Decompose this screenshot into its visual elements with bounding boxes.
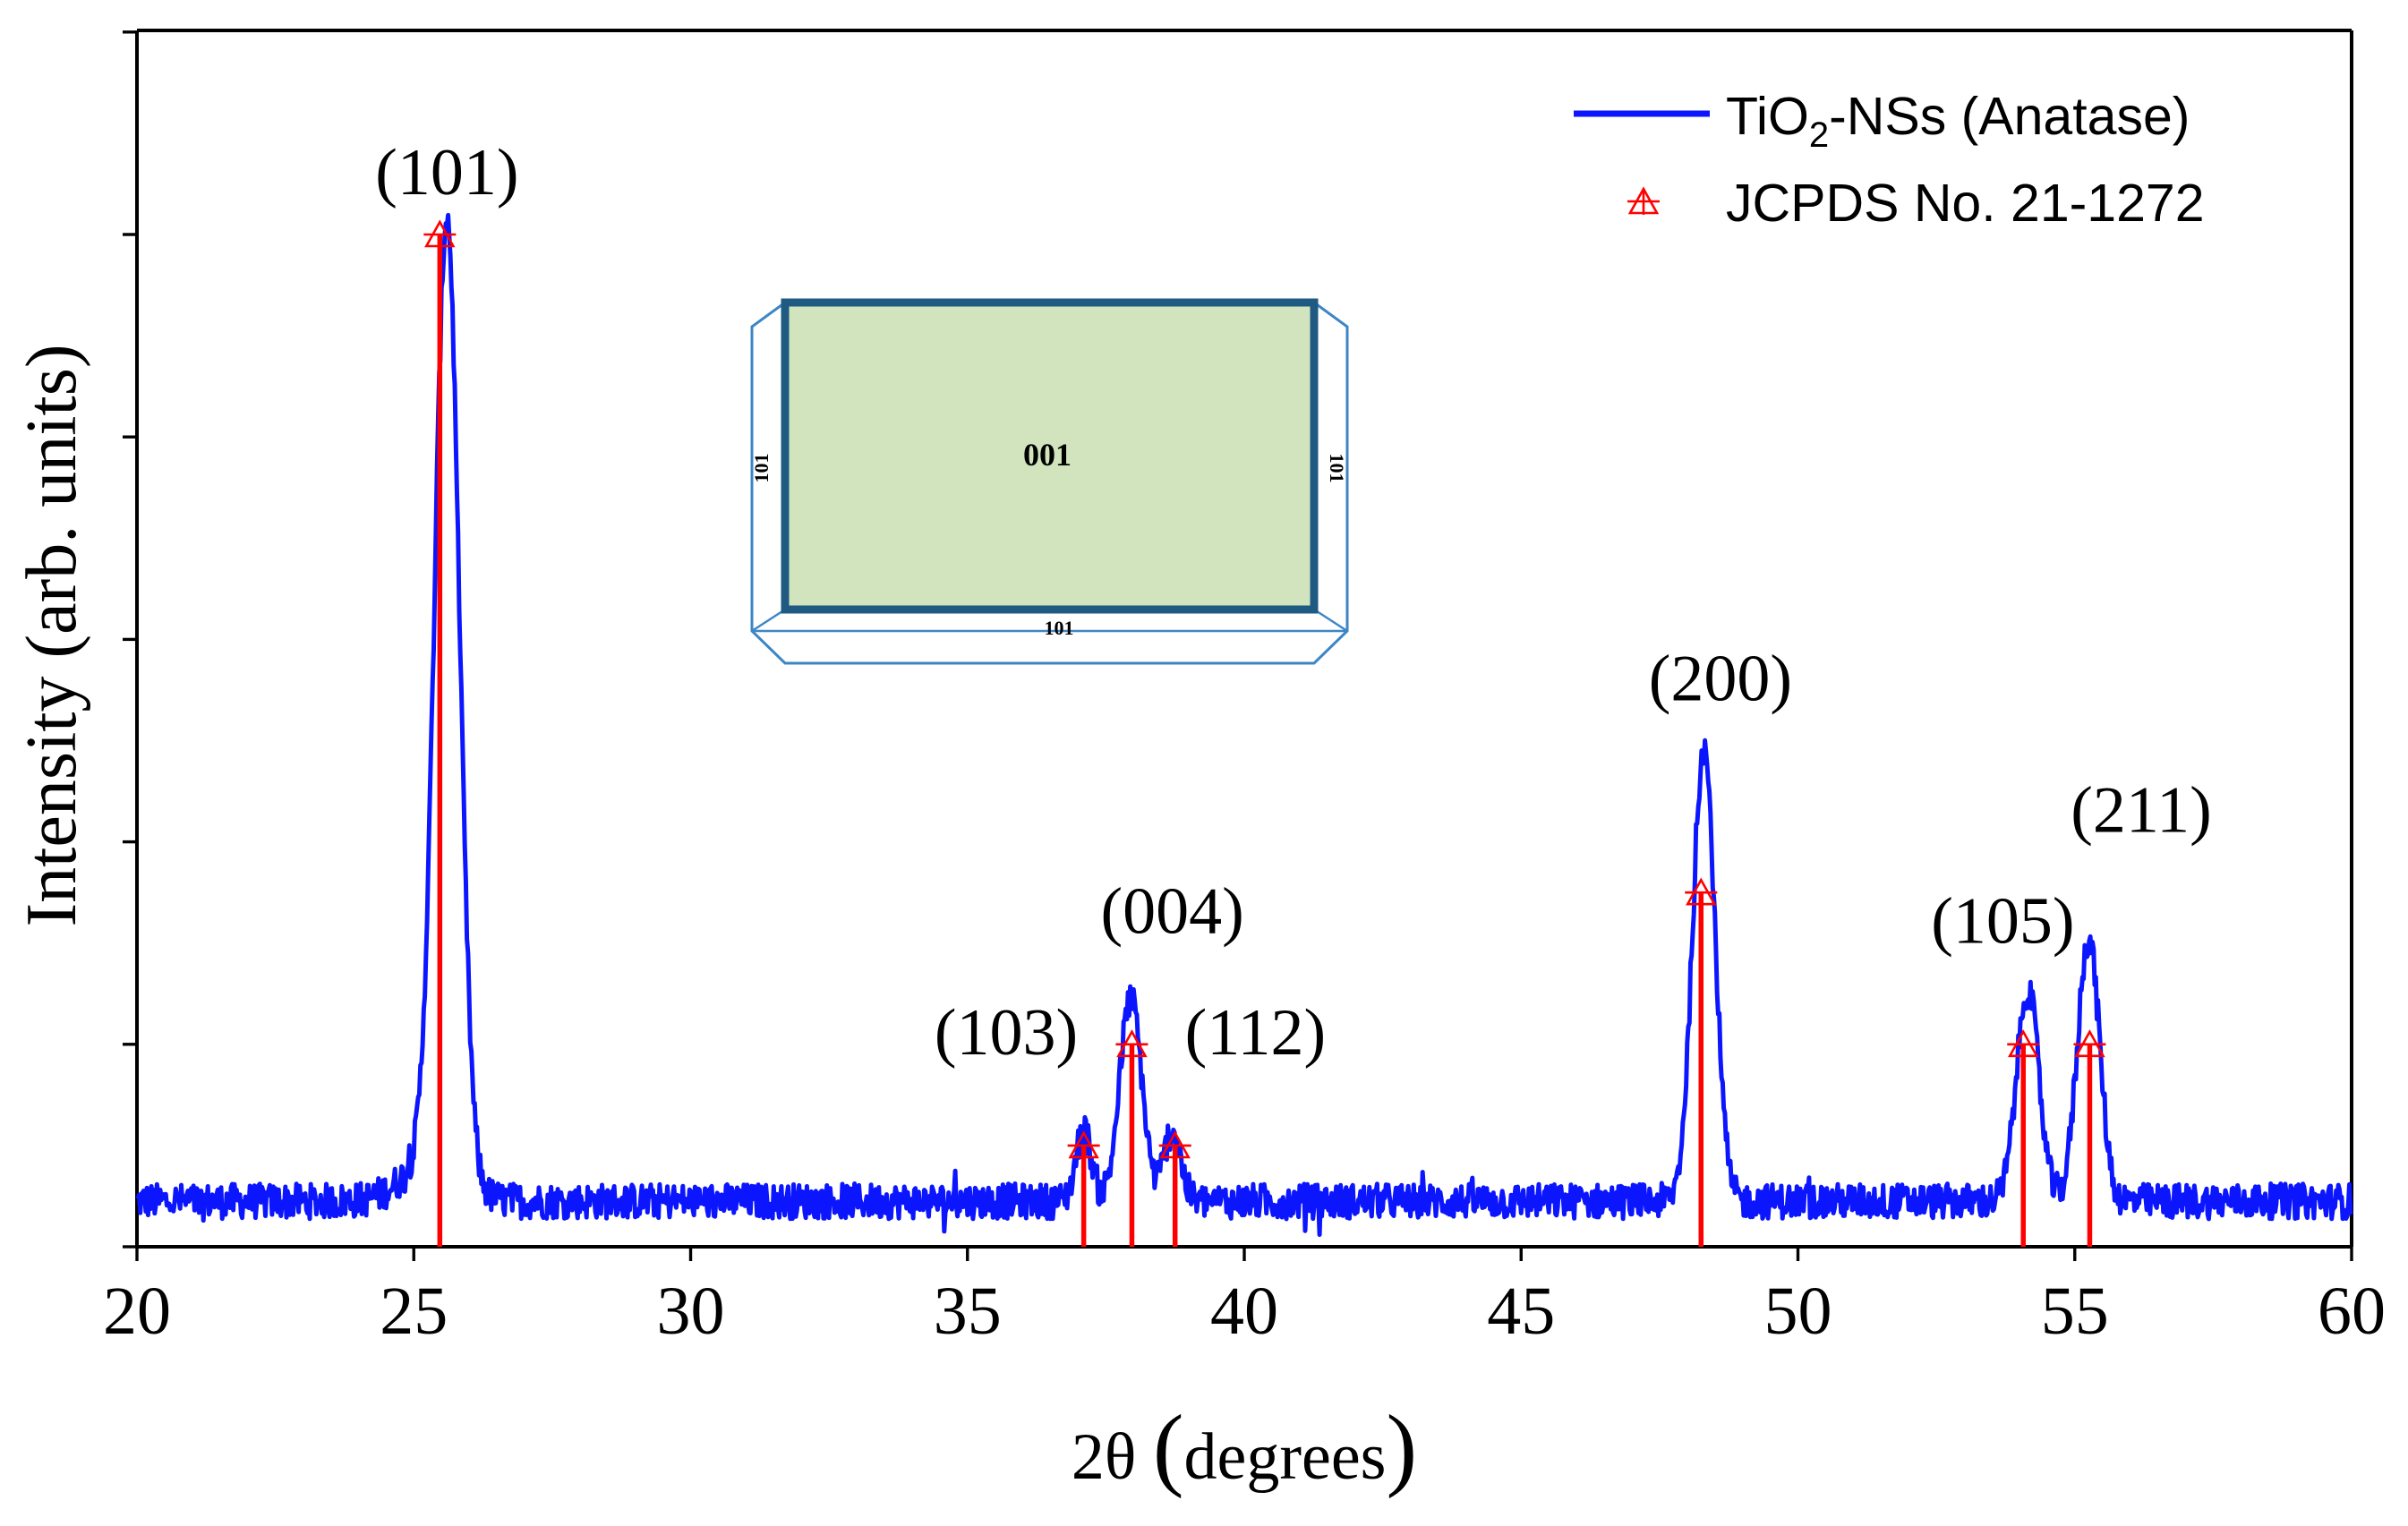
peak-label: (112) [1185, 996, 1327, 1070]
inset-outline [750, 301, 1349, 665]
x-axis-ticks: 20 25 30 35 40 45 50 55 60 [103, 1247, 2386, 1349]
inset-top-face [781, 298, 1319, 614]
x-tick-label: 30 [657, 1274, 725, 1349]
inset-label-right: 101 [1326, 454, 1348, 483]
x-tick-label: 50 [1764, 1274, 1832, 1349]
legend-pattern-prefix: TiO [1726, 87, 1809, 146]
x-tick-label: 45 [1487, 1274, 1555, 1349]
x-tick-label: 25 [380, 1274, 448, 1349]
legend-pattern-subscript: 2 [1809, 115, 1829, 155]
legend-reference-label: JCPDS No. 21-1272 [1726, 174, 2205, 233]
y-axis-ticks [123, 30, 137, 1249]
inset-bevel-right [1313, 608, 1348, 633]
jcpds-reference [423, 219, 2106, 1247]
peak-label: (211) [2071, 773, 2212, 847]
reference-stick [1115, 1029, 1148, 1247]
x-tick-label: 40 [1210, 1274, 1278, 1349]
reference-stick [2073, 1029, 2106, 1247]
peak-label: (105) [1931, 885, 2074, 959]
peak-label: (200) [1649, 642, 1792, 715]
inset-label-left: 101 [750, 454, 773, 483]
x-tick-label: 20 [103, 1274, 171, 1349]
inset-bevel-left [751, 608, 786, 633]
inset-label-bottom: 101 [1045, 617, 1074, 639]
x-axis-title-word: degrees [1183, 1420, 1386, 1494]
peak-label: (103) [935, 996, 1078, 1070]
legend-pattern-suffix: -NSs (Anatase) [1829, 87, 2190, 146]
reference-stick [1158, 1130, 1191, 1247]
legend: TiO2-NSs (Anatase) JCPDS No. 21-1272 [1574, 87, 2205, 233]
xrd-pattern-line [135, 212, 2353, 1237]
x-tick-label: 60 [2318, 1274, 2386, 1349]
x-axis-title-paren-open: ( [1153, 1396, 1184, 1499]
peak-label: (004) [1100, 874, 1243, 948]
x-axis-title-paren-close: ) [1386, 1396, 1417, 1499]
x-tick-label: 35 [934, 1274, 1002, 1349]
reference-stick [1685, 877, 1718, 1247]
legend-marker-swatch [1627, 186, 1660, 215]
xrd-pattern [135, 212, 2353, 1237]
y-axis-title: Intensity (arb. units) [13, 345, 91, 927]
reference-stick [1067, 1130, 1100, 1247]
legend-pattern-label: TiO2-NSs (Anatase) [1726, 87, 2190, 155]
inset-label-top-face: 001 [1023, 437, 1072, 473]
x-axis-title: 2θ (degrees) [1072, 1396, 1417, 1499]
nanosheet-inset: 001 101 101 101 [750, 298, 1349, 665]
x-tick-label: 55 [2041, 1274, 2109, 1349]
reference-stick [2007, 1029, 2040, 1247]
x-axis-title-prefix: 2θ [1072, 1420, 1153, 1494]
peak-labels: (101) (103) (004) (112) (200) (105) (211) [375, 136, 2212, 1070]
reference-stick [423, 219, 457, 1247]
peak-label: (101) [375, 136, 518, 209]
